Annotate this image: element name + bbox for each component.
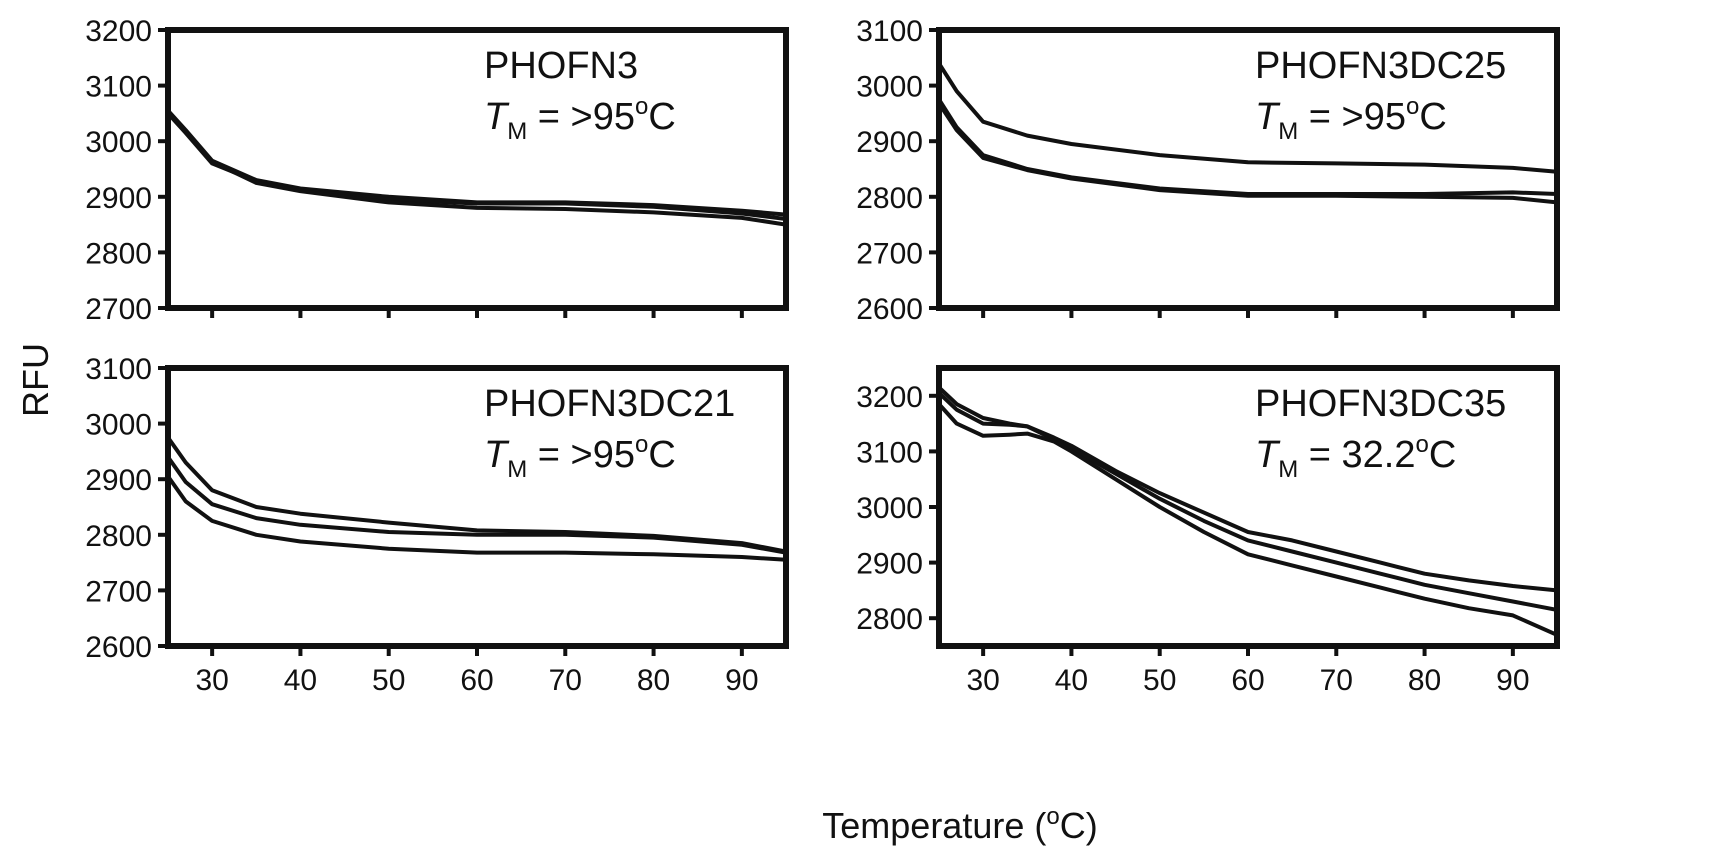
panel-title: PHOFN3DC25 [1255,45,1506,87]
y-tick-label: 2800 [85,237,152,270]
series-line-3 [939,102,1557,205]
y-tick-label: 2600 [85,631,152,664]
y-tick-label: 2800 [856,603,923,636]
x-tick-label: 80 [1408,664,1441,697]
x-tick-label: 90 [725,664,758,697]
tm-annotation: TM = >95oC [484,93,676,145]
x-tick-label: 40 [1055,664,1088,697]
chart-panel-1: 2700 2800 2900 3000 3100 3200 PHOFN3 TM = >95oC [85,15,789,326]
series-line-3 [168,475,786,562]
y-tick-label: 2700 [85,293,152,326]
x-tick-label: 70 [549,664,582,697]
series-line-2 [168,455,786,555]
panel-title: PHOFN3DC21 [484,383,735,425]
x-tick-label: 50 [1143,664,1176,697]
y-tick-label: 3200 [856,381,923,414]
x-tick-label: 80 [637,664,670,697]
y-tick-label: 2800 [856,182,923,215]
y-tick-label: 3100 [856,436,923,469]
y-tick-label: 2700 [856,237,923,270]
series-line-3 [168,110,786,227]
tm-annotation: TM = 32.2oC [1255,431,1456,483]
series-line-3 [939,402,1557,637]
y-tick-label: 3100 [85,71,152,104]
plot-frame [165,27,789,311]
panel-title: PHOFN3 [484,45,638,87]
y-tick-label: 2800 [85,520,152,553]
y-tick-label: 2600 [856,293,923,326]
x-tick-label: 90 [1496,664,1529,697]
tm-annotation: TM = >95oC [1255,93,1447,145]
x-tick-label: 50 [372,664,405,697]
x-tick-label: 70 [1320,664,1353,697]
y-tick-label: 3100 [856,15,923,48]
series-line-2 [168,112,786,221]
y-tick-label: 3000 [856,71,923,104]
y-tick-label: 2700 [85,575,152,608]
x-tick-label: 30 [966,664,999,697]
x-tick-label: 30 [195,664,228,697]
series-line-1 [939,62,1557,174]
x-tick-label: 60 [460,664,493,697]
chart-panel-2: 2600 2700 2800 2900 3000 3100 PHOFN3DC25 TM = >… [856,15,1560,326]
y-axis-label: RFU [15,343,56,417]
tm-annotation: TM = >95oC [484,431,676,483]
chart-panel-4: 2800 2900 3000 3100 3200 30 40 50 60 70 80 90 PHOFN3… [856,365,1560,697]
y-tick-label: 3000 [85,409,152,442]
y-tick-label: 3000 [85,126,152,159]
x-tick-label: 60 [1231,664,1264,697]
plot-frame [936,365,1560,649]
series-line-2 [939,98,1557,196]
plot-frame [936,27,1560,311]
series-line-2 [939,391,1557,612]
y-tick-label: 3100 [85,353,152,386]
chart-panel-3: 2600 2700 2800 2900 3000 3100 30 40 50 60 70 80 90 PH… [85,353,789,697]
y-tick-label: 3200 [85,15,152,48]
series-line-1 [168,109,786,217]
y-tick-label: 2900 [856,548,923,581]
x-axis-label: Temperature (oC) [822,803,1097,846]
panel-title: PHOFN3DC35 [1255,383,1506,425]
y-tick-label: 3000 [856,492,923,525]
y-tick-label: 2900 [856,126,923,159]
x-tick-label: 40 [284,664,317,697]
y-tick-label: 2900 [85,464,152,497]
y-tick-label: 2900 [85,182,152,215]
plot-frame [165,365,789,649]
